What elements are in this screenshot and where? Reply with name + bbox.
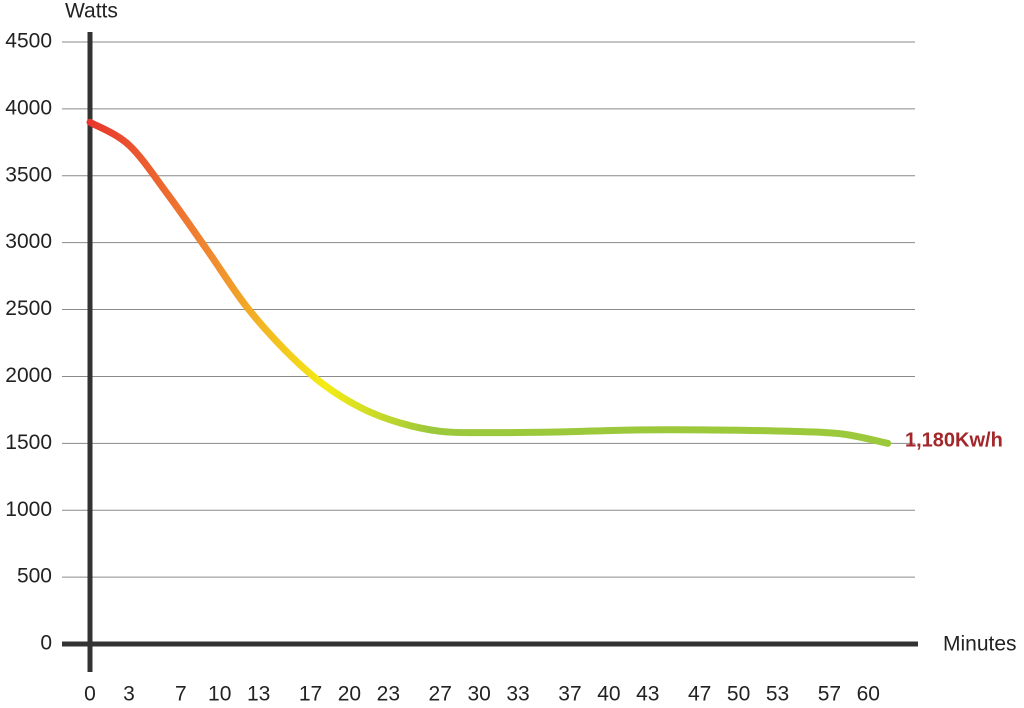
y-tick-label: 2000 (5, 364, 52, 387)
x-axis-title: Minutes (943, 633, 1017, 656)
x-tick-label: 33 (506, 683, 529, 706)
y-tick-label: 0 (40, 632, 52, 655)
x-tick-label: 57 (818, 683, 841, 706)
x-tick-label: 53 (766, 683, 789, 706)
y-tick-label: 2500 (5, 297, 52, 320)
y-tick-label: 3000 (5, 230, 52, 253)
x-tick-label: 10 (208, 683, 231, 706)
annotation: 1,180Kw/h (905, 429, 1003, 451)
x-tick-label: 30 (467, 683, 490, 706)
y-tick-label: 4000 (5, 96, 52, 119)
y-tick-label: 3500 (5, 163, 52, 186)
x-tick-label: 13 (247, 683, 270, 706)
x-tick-label: 17 (299, 683, 322, 706)
y-axis-title: Watts (65, 0, 118, 23)
line (86, 118, 892, 447)
y-tick-label: 4500 (5, 30, 52, 53)
y-tick-label: 1000 (5, 498, 52, 521)
x-tick-label: 37 (558, 683, 581, 706)
x-tick-label: 27 (429, 683, 452, 706)
x-tick-label: 3 (123, 683, 135, 706)
y-tick-label: 1500 (5, 431, 52, 454)
x-tick-label: 40 (597, 683, 620, 706)
x-tick-label: 7 (175, 683, 187, 706)
x-tick-label: 47 (688, 683, 711, 706)
y-tick-label: 500 (17, 565, 52, 588)
x-tick-label: 60 (857, 683, 880, 706)
grid (62, 41, 915, 645)
x-tick-label: 0 (84, 683, 96, 706)
x-tick-label: 50 (727, 683, 750, 706)
x-tick-label: 43 (636, 683, 659, 706)
x-tick-label: 20 (338, 683, 361, 706)
x-tick-label: 23 (377, 683, 400, 706)
